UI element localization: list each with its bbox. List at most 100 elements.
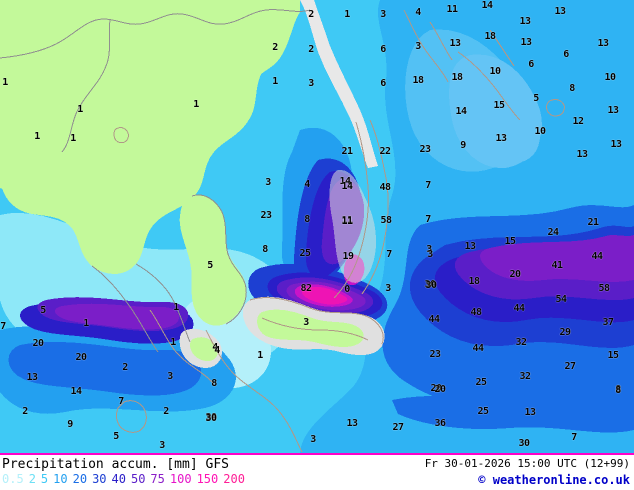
map-value-label: 20 <box>434 384 446 395</box>
map-value-label: 23 <box>429 349 441 360</box>
map-value-label: 41 <box>551 260 563 271</box>
map-value-label: 7 <box>425 214 431 225</box>
map-value-label: 13 <box>524 407 536 418</box>
footer-bar: Precipitation accum. [mm] GFS 0.5 2 5 10 20 3… <box>0 455 634 490</box>
map-value-label: 3 <box>265 177 271 188</box>
map-value-label: 14 <box>70 386 82 397</box>
map-value-label: 44 <box>591 251 603 262</box>
map-value-label: 8 <box>569 83 575 94</box>
map-value-label: 18 <box>468 276 480 287</box>
map-value-label: 44 <box>472 343 484 354</box>
map-value-label: 20 <box>430 383 442 394</box>
map-value-label: 21 <box>341 146 353 157</box>
map-value-label: 1 <box>77 104 83 115</box>
map-value-label: 36 <box>434 418 446 429</box>
map-value-label: 5 <box>207 260 213 271</box>
map-value-label: 30 <box>424 279 436 290</box>
map-value-label: 2 <box>272 42 278 53</box>
map-value-label: 13 <box>519 16 531 27</box>
precipitation-map[interactable]: 1 1 1 1 1 2 1 3 4 2 2 6 3 1 3 6 18 11 14 13 13 13 18 13 13 6 6 10 18… <box>0 0 634 455</box>
map-value-label: 25 <box>477 406 489 417</box>
legend-step-5: 5 <box>40 472 49 486</box>
map-value-label: 9 <box>67 419 73 430</box>
map-value-label: 30 <box>205 412 217 423</box>
map-value-label: 1 <box>70 133 76 144</box>
forecast-timestamp: Fr 30-01-2026 15:00 UTC (12+99) <box>424 457 630 470</box>
legend-step-50: 50 <box>130 472 146 486</box>
map-value-label: 1 <box>257 350 263 361</box>
map-value-label: 24 <box>547 227 559 238</box>
map-value-label: 8 <box>304 214 310 225</box>
map-value-label: 3 <box>310 434 316 445</box>
map-value-label: 37 <box>602 317 614 328</box>
map-value-label: 13 <box>449 38 461 49</box>
map-value-label: 3 <box>159 440 165 451</box>
map-value-label: 8 <box>211 378 217 389</box>
map-value-label: 20 <box>509 269 521 280</box>
chart-title: Precipitation accum. [mm] GFS <box>2 457 229 472</box>
map-value-label: 13 <box>607 105 619 116</box>
band-150mm <box>301 286 348 305</box>
map-value-label: 18 <box>412 75 424 86</box>
map-value-label: 30 <box>205 413 217 424</box>
map-value-label: 7 <box>386 249 392 260</box>
map-value-label: 5 <box>533 93 539 104</box>
map-value-label: 3 <box>385 283 391 294</box>
map-value-label: 4 <box>415 7 421 18</box>
map-value-label: 14 <box>455 106 467 117</box>
map-value-label: 1 <box>344 9 350 20</box>
map-value-label: 2 <box>308 44 314 55</box>
legend-step-20: 20 <box>72 472 88 486</box>
map-value-label: 44 <box>428 314 440 325</box>
map-value-label: 3 <box>380 9 386 20</box>
map-value-label: 3 <box>426 244 432 255</box>
map-value-label: 11 <box>341 215 353 226</box>
legend-scale: 0.5 2 5 10 20 30 40 50 75 100 150 200 <box>2 472 250 486</box>
map-value-label: 7 <box>425 180 431 191</box>
map-value-label: 3 <box>167 371 173 382</box>
map-value-label: 4 <box>304 179 310 190</box>
map-value-label: 14 <box>481 0 493 11</box>
precipitation-contour-svg <box>0 0 634 455</box>
landmass-japan <box>179 169 385 368</box>
legend-step-0.5: 0.5 <box>2 472 24 486</box>
map-value-label: 8 <box>615 385 621 396</box>
map-value-label: 14 <box>341 181 353 192</box>
map-value-label: 1 <box>173 302 179 313</box>
map-value-label: 3 <box>308 78 314 89</box>
map-value-label: 13 <box>346 418 358 429</box>
map-value-label: 1 <box>34 131 40 142</box>
map-value-label: 5 <box>113 431 119 442</box>
map-value-label: 11 <box>341 216 353 227</box>
map-value-label: 9 <box>460 140 466 151</box>
map-value-label: 6 <box>528 59 534 70</box>
map-value-label: 23 <box>260 210 272 221</box>
map-value-label: 15 <box>493 100 505 111</box>
map-value-label: 7 <box>118 396 124 407</box>
map-value-label: 6 <box>380 78 386 89</box>
map-value-label: 10 <box>489 66 501 77</box>
map-value-label: 10 <box>534 126 546 137</box>
map-value-label: 82 <box>300 283 312 294</box>
legend-step-75: 75 <box>150 472 165 486</box>
map-value-label: 48 <box>470 307 482 318</box>
map-value-label: 21 <box>587 217 599 228</box>
map-value-label: 4 <box>212 342 218 353</box>
map-value-label: 13 <box>554 6 566 17</box>
map-value-label: 20 <box>75 352 87 363</box>
map-footer-separator <box>0 453 634 455</box>
copyright-credit[interactable]: © weatheronline.co.uk <box>478 473 630 487</box>
map-value-label: 3 <box>303 317 309 328</box>
map-value-label: 25 <box>475 377 487 388</box>
map-value-label: 27 <box>564 361 576 372</box>
map-value-label: 27 <box>392 422 404 433</box>
map-value-label: 22 <box>379 146 391 157</box>
map-value-label: 8 <box>262 244 268 255</box>
map-value-label: 3 <box>415 41 421 52</box>
map-value-label: 58 <box>380 215 392 226</box>
map-value-label: 20 <box>32 338 44 349</box>
map-value-label: 0 <box>344 284 350 295</box>
map-value-label: 6 <box>563 49 569 60</box>
legend-step-30: 30 <box>92 472 107 486</box>
